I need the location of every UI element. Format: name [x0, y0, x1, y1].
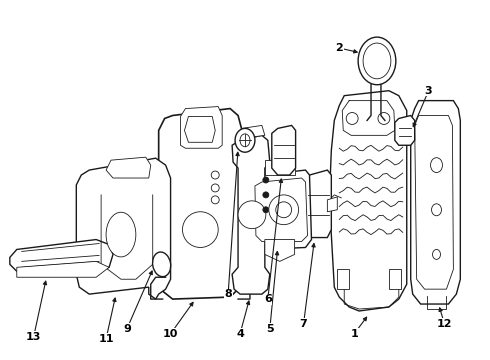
Circle shape	[211, 184, 219, 192]
Ellipse shape	[432, 204, 441, 216]
Polygon shape	[306, 170, 331, 238]
Text: 2: 2	[335, 43, 343, 53]
Ellipse shape	[433, 249, 441, 260]
Text: 6: 6	[264, 294, 272, 304]
Circle shape	[378, 113, 390, 125]
Text: 13: 13	[26, 332, 41, 342]
Ellipse shape	[358, 37, 396, 85]
Text: 1: 1	[350, 329, 358, 339]
Polygon shape	[265, 239, 294, 261]
Circle shape	[276, 202, 292, 218]
Ellipse shape	[152, 252, 171, 276]
Polygon shape	[76, 158, 171, 299]
Circle shape	[263, 207, 269, 213]
Text: 5: 5	[266, 324, 273, 334]
Polygon shape	[17, 261, 109, 277]
Text: 8: 8	[224, 289, 232, 299]
Polygon shape	[232, 135, 270, 294]
Text: 12: 12	[437, 319, 452, 329]
Circle shape	[346, 113, 358, 125]
Polygon shape	[255, 178, 308, 242]
Text: 7: 7	[300, 319, 307, 329]
Ellipse shape	[431, 158, 442, 172]
Polygon shape	[10, 239, 113, 271]
Ellipse shape	[240, 134, 250, 147]
Polygon shape	[327, 197, 337, 212]
Circle shape	[263, 192, 269, 198]
Polygon shape	[337, 269, 349, 289]
Polygon shape	[329, 91, 407, 311]
Text: 3: 3	[425, 86, 432, 96]
Polygon shape	[180, 107, 222, 148]
Circle shape	[269, 195, 298, 225]
Circle shape	[211, 171, 219, 179]
Text: 4: 4	[236, 329, 244, 339]
Polygon shape	[252, 170, 312, 249]
Circle shape	[263, 177, 269, 183]
Ellipse shape	[235, 129, 255, 152]
Ellipse shape	[106, 212, 136, 257]
Polygon shape	[159, 109, 242, 299]
Polygon shape	[265, 160, 294, 175]
Polygon shape	[184, 117, 215, 142]
Polygon shape	[411, 100, 460, 304]
Text: 9: 9	[123, 324, 131, 334]
Polygon shape	[242, 125, 265, 138]
Circle shape	[238, 201, 266, 229]
Text: 10: 10	[163, 329, 178, 339]
Text: 11: 11	[98, 334, 114, 344]
Polygon shape	[272, 125, 295, 175]
Polygon shape	[106, 157, 151, 178]
Polygon shape	[395, 116, 415, 145]
Circle shape	[182, 212, 218, 247]
Polygon shape	[389, 269, 401, 289]
Ellipse shape	[363, 43, 391, 79]
Circle shape	[211, 196, 219, 204]
Polygon shape	[415, 116, 453, 289]
